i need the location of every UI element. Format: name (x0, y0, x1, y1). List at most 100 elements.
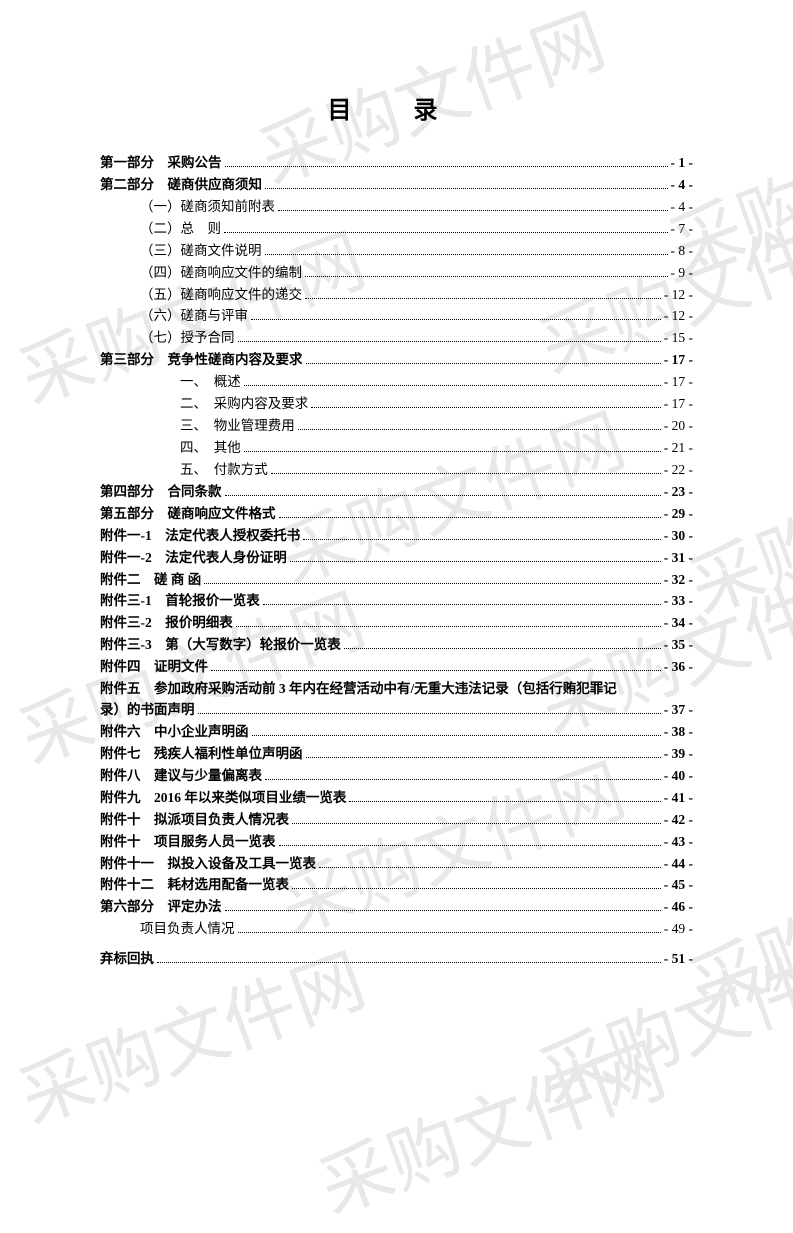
toc-page: - 44 - (664, 854, 693, 875)
toc-label: 第一部分 采购公告 (100, 153, 222, 174)
toc-entry: 第一部分 采购公告 - 1 - (100, 153, 693, 174)
toc-page: - 30 - (664, 526, 693, 547)
toc-page: - 7 - (671, 219, 694, 240)
toc-page: - 4 - (671, 175, 694, 196)
toc-entry: 录）的书面声明- 37 - (100, 700, 693, 721)
toc-label: 四、 其他 (100, 438, 241, 459)
toc-label: 项目负责人情况 (100, 919, 235, 940)
toc-page: - 22 - (664, 460, 693, 481)
toc-dots (265, 188, 668, 189)
toc-label: 附件一-1 法定代表人授权委托书 (100, 526, 300, 547)
toc-entry: 五、 付款方式- 22 - (100, 460, 693, 481)
toc-dots (292, 823, 661, 824)
toc-label: （三）磋商文件说明 (100, 241, 262, 262)
toc-entry: 附件十二 耗材选用配备一览表- 45 - (100, 875, 693, 896)
toc-entry: （七）授予合同 - 15 - (100, 328, 693, 349)
toc-entry: 附件四 证明文件 - 36 - (100, 657, 693, 678)
toc-page: - 12 - (664, 306, 693, 327)
toc-dots (238, 932, 661, 933)
toc-page: - 34 - (664, 613, 693, 634)
toc-dots (244, 385, 661, 386)
toc-entry: 附件三-3 第（大写数字）轮报价一览表 - 35 - (100, 635, 693, 656)
toc-page: - 15 - (664, 328, 693, 349)
toc-label: 第二部分 磋商供应商须知 (100, 175, 262, 196)
toc-label: 第五部分 磋商响应文件格式 (100, 504, 276, 525)
toc-entry: 三、 物业管理费用- 20 - (100, 416, 693, 437)
toc-entry: 一、 概述- 17 - (100, 372, 693, 393)
toc-dots (290, 561, 661, 562)
toc-label: （七）授予合同 (100, 328, 235, 349)
toc-label: 第三部分 竞争性磋商内容及要求 (100, 350, 303, 371)
toc-dots (306, 757, 661, 758)
toc-label: 附件三-1 首轮报价一览表 (100, 591, 260, 612)
toc-page: - 20 - (664, 416, 693, 437)
toc-dots (244, 451, 661, 452)
toc-entry: 附件九 2016 年以来类似项目业绩一览表 - 41 - (100, 788, 693, 809)
toc-dots (204, 583, 661, 584)
toc-entry: 附件二 磋 商 函- 32 - (100, 570, 693, 591)
toc-entry: 二、 采购内容及要求- 17 - (100, 394, 693, 415)
toc-label: 录）的书面声明 (100, 700, 195, 721)
toc-dots (278, 210, 668, 211)
toc-page: - 40 - (664, 766, 693, 787)
toc-page: - 1 - (671, 153, 694, 174)
toc-page: - 46 - (664, 897, 693, 918)
toc-page: - 49 - (664, 919, 693, 940)
toc-dots (303, 539, 661, 540)
toc-gap (100, 941, 693, 949)
toc-label: 第六部分 评定办法 (100, 897, 222, 918)
toc-label: 附件九 2016 年以来类似项目业绩一览表 (100, 788, 346, 809)
toc-label: （一）磋商须知前附表 (100, 197, 275, 218)
toc-body: 第一部分 采购公告- 1 -第二部分 磋商供应商须知- 4 -（一）磋商须知前附… (100, 153, 693, 970)
toc-page: - 41 - (664, 788, 693, 809)
toc-label: 附件二 磋 商 函 (100, 570, 201, 591)
toc-dots (319, 867, 661, 868)
toc-entry: 附件三-1 首轮报价一览表- 33 - (100, 591, 693, 612)
toc-entry: 四、 其他- 21 - (100, 438, 693, 459)
toc-page: - 17 - (664, 394, 693, 415)
toc-dots (225, 166, 668, 167)
toc-page: - 43 - (664, 832, 693, 853)
toc-dots (225, 910, 661, 911)
toc-dots (279, 845, 661, 846)
toc-dots (211, 670, 661, 671)
toc-dots (305, 276, 668, 277)
toc-page: - 36 - (664, 657, 693, 678)
toc-entry: （一）磋商须知前附表 - 4 - (100, 197, 693, 218)
toc-entry: 附件三-2 报价明细表 - 34 - (100, 613, 693, 634)
toc-label: （四）磋商响应文件的编制 (100, 263, 302, 284)
toc-dots (263, 604, 661, 605)
toc-entry: （五）磋商响应文件的递交- 12 - (100, 285, 693, 306)
toc-dots (238, 341, 661, 342)
toc-label: 附件三-2 报价明细表 (100, 613, 233, 634)
toc-entry: （四）磋商响应文件的编制 - 9 - (100, 263, 693, 284)
watermark: 采购文件网 (303, 1012, 677, 1233)
toc-label: （二）总 则 (100, 219, 221, 240)
toc-entry-wrapped: 附件五 参加政府采购活动前 3 年内在经营活动中有/无重大违法记录（包括行贿犯罪… (100, 679, 693, 700)
toc-label: 附件七 残疾人福利性单位声明函 (100, 744, 303, 765)
toc-dots (271, 473, 661, 474)
toc-entry: 附件十 项目服务人员一览表- 43 - (100, 832, 693, 853)
toc-container: 目 录 第一部分 采购公告- 1 -第二部分 磋商供应商须知- 4 -（一）磋商… (0, 0, 793, 1031)
toc-dots (157, 962, 661, 963)
toc-label: 附件四 证明文件 (100, 657, 208, 678)
toc-label: 弃标回执 (100, 949, 154, 970)
toc-page: - 42 - (664, 810, 693, 831)
toc-entry: 第五部分 磋商响应文件格式- 29 - (100, 504, 693, 525)
toc-page: - 35 - (664, 635, 693, 656)
toc-entry: 附件一-2 法定代表人身份证明- 31 - (100, 548, 693, 569)
toc-entry: （三）磋商文件说明- 8 - (100, 241, 693, 262)
toc-label: 附件十 拟派项目负责人情况表 (100, 810, 289, 831)
toc-label: 附件三-3 第（大写数字）轮报价一览表 (100, 635, 341, 656)
toc-entry: （六）磋商与评审- 12 - (100, 306, 693, 327)
toc-page: - 31 - (664, 548, 693, 569)
toc-entry: 附件八 建议与少量偏离表- 40 - (100, 766, 693, 787)
toc-page: - 51 - (664, 949, 693, 970)
toc-page: - 9 - (671, 263, 694, 284)
toc-page: - 4 - (671, 197, 694, 218)
toc-entry: 附件一-1 法定代表人授权委托书 - 30 - (100, 526, 693, 547)
toc-dots (305, 298, 661, 299)
toc-page: - 39 - (664, 744, 693, 765)
toc-dots (225, 495, 661, 496)
toc-dots (292, 888, 661, 889)
